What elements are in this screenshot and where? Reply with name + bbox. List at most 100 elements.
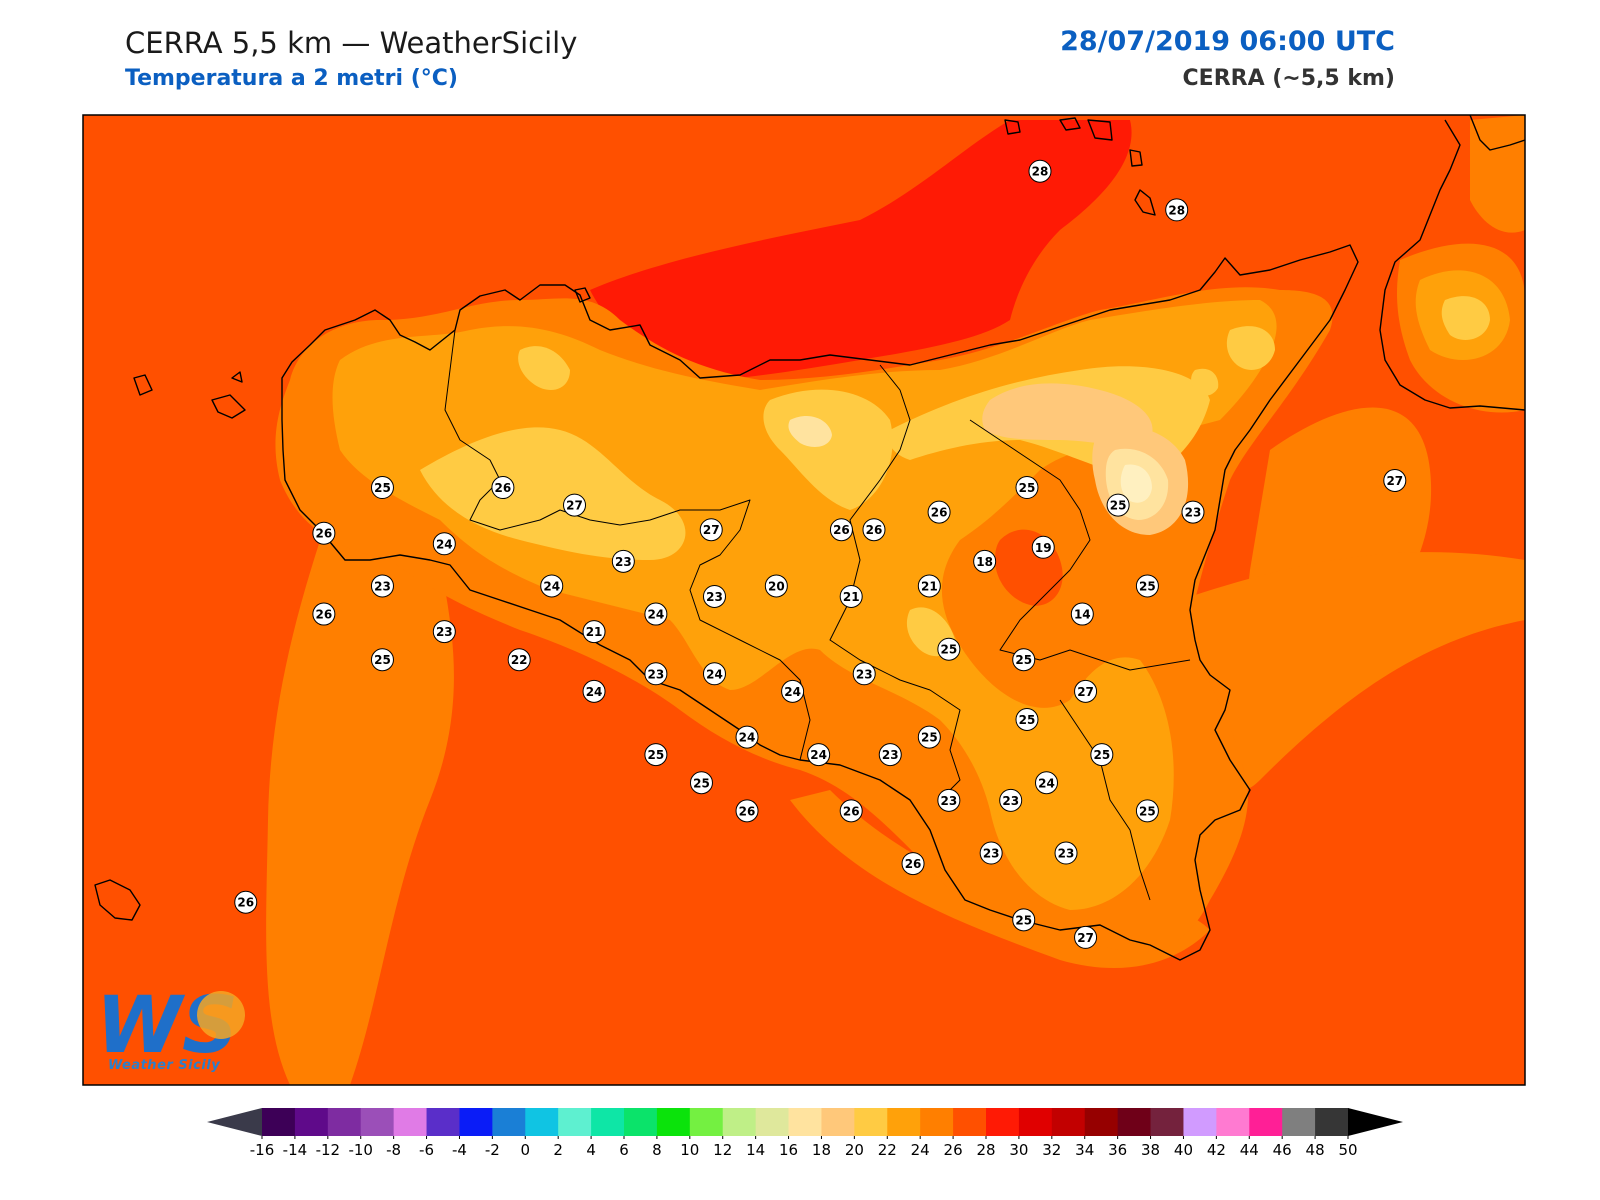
station-marker: 28: [1028, 159, 1052, 183]
colorbar-swatch: [1183, 1108, 1217, 1136]
station-value: 26: [866, 523, 883, 537]
colorbar-swatch: [558, 1108, 592, 1136]
station-value: 21: [921, 579, 938, 593]
colorbar-tick-label: 2: [553, 1141, 563, 1159]
station-marker: 23: [979, 841, 1003, 865]
temperature-field: [83, 115, 1525, 1085]
station-value: 25: [1019, 713, 1036, 727]
station-value: 20: [768, 579, 785, 593]
aeolian-islands: [1004, 119, 1156, 216]
station-value: 28: [1032, 165, 1049, 179]
station-value: 26: [237, 896, 254, 910]
colorbar-tick-label: 40: [1174, 1141, 1193, 1159]
station-marker: 23: [937, 788, 961, 812]
station-value: 26: [905, 857, 922, 871]
station-value: 27: [566, 499, 583, 513]
station-marker: 21: [917, 574, 941, 598]
station-value: 25: [1139, 804, 1156, 818]
colorbar-tick-label: 12: [713, 1141, 732, 1159]
station-marker: 25: [1090, 743, 1114, 767]
station-value: 24: [648, 608, 665, 622]
station-value: 26: [931, 506, 948, 520]
station-marker: 24: [807, 743, 831, 767]
station-value: 23: [436, 625, 453, 639]
colorbar-swatch: [689, 1108, 724, 1136]
colorbar-swatch: [262, 1108, 296, 1136]
station-value: 28: [1168, 203, 1185, 217]
station-value: 25: [1015, 653, 1032, 667]
station-value: 25: [374, 653, 391, 667]
station-value: 25: [374, 481, 391, 495]
station-marker: 25: [689, 771, 713, 795]
coastlines: [94, 114, 1526, 961]
colorbar-tick-label: 14: [746, 1141, 765, 1159]
colorbar-tick-label: 0: [520, 1141, 530, 1159]
province-borders: [444, 329, 1191, 901]
station-value: 23: [615, 555, 632, 569]
colorbar-tick-label: 50: [1338, 1141, 1357, 1159]
sicily-coastline: [281, 244, 1359, 961]
station-value: 25: [1093, 748, 1110, 762]
station-value: 24: [1038, 776, 1055, 790]
colorbar-tick-label: 44: [1240, 1141, 1259, 1159]
station-marker: 27: [699, 518, 723, 542]
colorbar-swatch: [722, 1108, 757, 1136]
sicily-land-field: [275, 287, 1333, 953]
colorbar-swatch: [887, 1108, 921, 1136]
station-marker: 25: [644, 743, 668, 767]
station-marker: 26: [312, 521, 336, 545]
station-marker: 25: [1012, 908, 1036, 932]
station-value: 21: [843, 590, 860, 604]
station-marker: 25: [1135, 574, 1159, 598]
colorbar-tick-label: 20: [845, 1141, 864, 1159]
colorbar-swatch: [1051, 1108, 1086, 1136]
colorbar-swatch: [1018, 1108, 1053, 1136]
station-value: 25: [1015, 913, 1032, 927]
station-marker: 23: [878, 743, 902, 767]
station-marker: 26: [312, 602, 336, 626]
colorbar-swatch: [1150, 1108, 1184, 1136]
colorbar-swatch: [986, 1108, 1020, 1136]
colorbar-swatch: [1216, 1108, 1250, 1136]
colorbar-tick-label: 22: [878, 1141, 897, 1159]
station-value: 23: [1002, 794, 1019, 808]
colorbar-tick-label: 10: [680, 1141, 699, 1159]
colorbar-tick-label: 32: [1042, 1141, 1061, 1159]
colorbar-swatch: [920, 1108, 954, 1136]
colorbar-swatch: [492, 1108, 526, 1136]
station-marker: 25: [1015, 476, 1039, 500]
station-marker: 25: [370, 476, 394, 500]
ustica-island: [574, 287, 591, 303]
colorbar-tick-label: -10: [348, 1141, 373, 1159]
colorbar-swatch: [591, 1108, 625, 1136]
colorbar-tick-label: 36: [1108, 1141, 1127, 1159]
station-value: 24: [739, 731, 756, 745]
station-marker: 26: [491, 476, 515, 500]
station-value: 23: [374, 579, 391, 593]
station-marker: 20: [764, 574, 788, 598]
colorbar-swatch: [624, 1108, 658, 1136]
colorbar-tick-label: 30: [1009, 1141, 1028, 1159]
colorbar-swatch: [294, 1108, 329, 1136]
colorbar-swatch: [953, 1108, 987, 1136]
colorbar-tick-label: 34: [1075, 1141, 1094, 1159]
station-marker: 24: [644, 602, 668, 626]
station-value: 25: [648, 748, 665, 762]
colorbar-tick-label: -16: [250, 1141, 275, 1159]
colorbar-swatch: [1249, 1108, 1283, 1136]
pantelleria-island: [94, 879, 141, 921]
station-marker: 21: [839, 584, 863, 608]
station-value: 23: [882, 748, 899, 762]
station-marker: 24: [735, 725, 759, 749]
station-value: 26: [833, 523, 850, 537]
station-value: 27: [1077, 931, 1094, 945]
colorbar-swatch: [525, 1108, 559, 1136]
colorbar-tick-label: 42: [1207, 1141, 1226, 1159]
station-labels: 28 28 27 25 26 27 27 26 26 26 25 25 23 26 24 23 19 18 23 24…: [234, 159, 1407, 949]
station-marker: 25: [1106, 493, 1130, 517]
calabria-coast: [1379, 114, 1526, 411]
station-value: 18: [976, 555, 993, 569]
station-value: 24: [586, 685, 603, 699]
station-value: 24: [436, 537, 453, 551]
station-value: 26: [495, 481, 512, 495]
